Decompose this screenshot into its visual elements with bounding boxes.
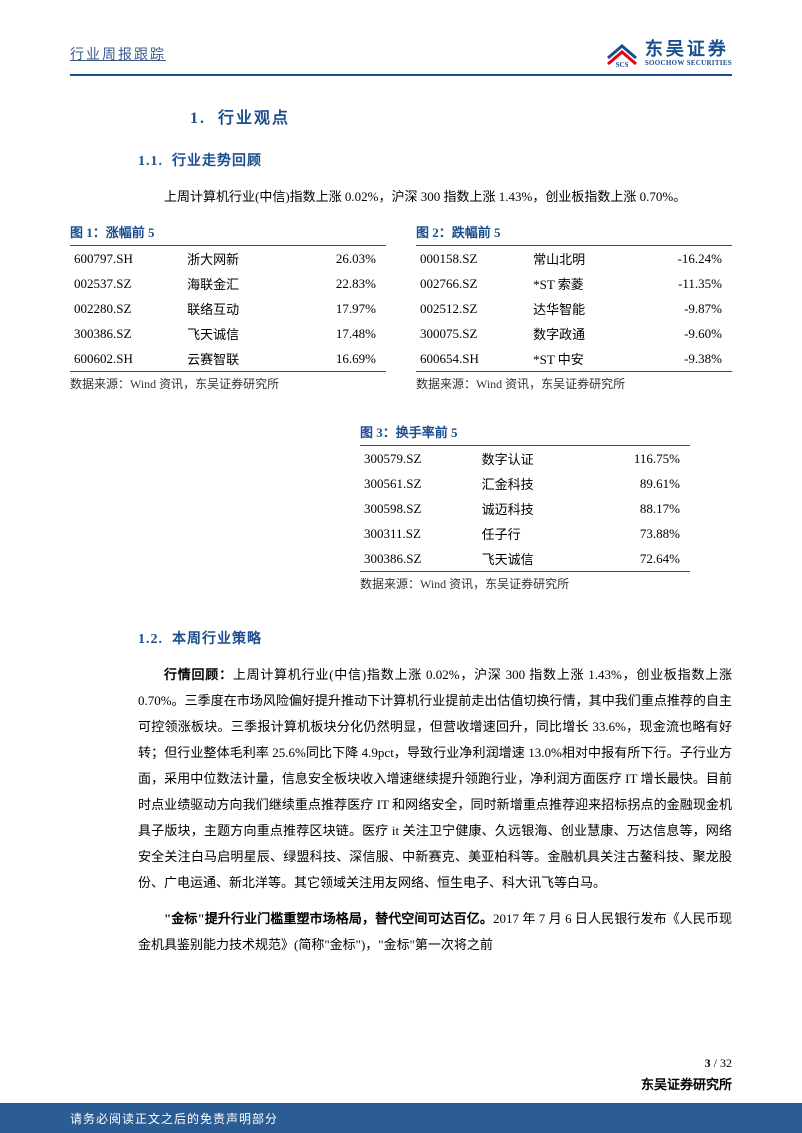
p1-bold: 行情回顾： [164, 667, 233, 682]
table-row: 600602.SH云赛智联16.69% [70, 346, 386, 372]
page-header: 行业周报跟踪 SCS 东吴证券 SOOCHOW SECURITIES [70, 40, 732, 76]
h1-title: 行业观点 [218, 110, 290, 127]
table-3-title: 图 3：换手率前 5 [360, 422, 690, 441]
logo-icon: SCS [605, 40, 639, 68]
heading-1: 1. 行业观点 [190, 104, 732, 128]
table-row: 600797.SH浙大网新26.03% [70, 246, 386, 272]
section-1-2-p2: "金标"提升行业门槛重塑市场格局，替代空间可达百亿。2017 年 7 月 6 日… [138, 906, 732, 958]
table-row: 300311.SZ任子行73.88% [360, 521, 690, 546]
table-1-block: 图 1：涨幅前 5 600797.SH浙大网新26.03% 002537.SZ海… [70, 222, 386, 392]
table-1-title: 图 1：涨幅前 5 [70, 222, 386, 241]
table-2: 000158.SZ常山北明-16.24% 002766.SZ*ST 索菱-11.… [416, 245, 732, 372]
table-row: 002280.SZ联络互动17.97% [70, 296, 386, 321]
table-1-source: 数据来源：Wind 资讯，东吴证券研究所 [70, 375, 386, 392]
h2-title: 行业走势回顾 [172, 154, 262, 169]
svg-text:SCS: SCS [615, 61, 628, 68]
table-3: 300579.SZ数字认证116.75% 300561.SZ汇金科技89.61%… [360, 445, 690, 572]
heading-1-2: 1.2. 本周行业策略 [138, 628, 732, 648]
page-total: 32 [720, 1056, 732, 1070]
logo-cn: 东吴证券 [645, 40, 732, 60]
h2-num: 1.2. [138, 632, 163, 647]
table-row: 300386.SZ飞天诚信17.48% [70, 321, 386, 346]
heading-1-1: 1.1. 行业走势回顾 [138, 150, 732, 170]
page-current: 3 [705, 1056, 711, 1070]
table-3-source: 数据来源：Wind 资讯，东吴证券研究所 [360, 575, 690, 592]
doc-title: 行业周报跟踪 [70, 44, 166, 64]
table-row: 600654.SH*ST 中安-9.38% [416, 346, 732, 372]
h2-num: 1.1. [138, 154, 163, 169]
footer-disclaimer-bar: 请务必阅读正文之后的免责声明部分 [0, 1103, 802, 1133]
table-row: 300386.SZ飞天诚信72.64% [360, 546, 690, 572]
page-number: 3 / 32 [705, 1056, 732, 1071]
table-3-block: 图 3：换手率前 5 300579.SZ数字认证116.75% 300561.S… [360, 422, 690, 592]
table-2-block: 图 2：跌幅前 5 000158.SZ常山北明-16.24% 002766.SZ… [416, 222, 732, 392]
table-2-source: 数据来源：Wind 资讯，东吴证券研究所 [416, 375, 732, 392]
table-2-title: 图 2：跌幅前 5 [416, 222, 732, 241]
table-row: 000158.SZ常山北明-16.24% [416, 246, 732, 272]
h1-num: 1. [190, 110, 206, 127]
footer-disclaimer-text: 请务必阅读正文之后的免责声明部分 [70, 1110, 278, 1127]
h2-title: 本周行业策略 [172, 632, 262, 647]
table-row: 300561.SZ汇金科技89.61% [360, 471, 690, 496]
section-1-2-p1: 行情回顾：上周计算机行业(中信)指数上涨 0.02%，沪深 300 指数上涨 1… [138, 662, 732, 896]
table-row: 300075.SZ数字政通-9.60% [416, 321, 732, 346]
tables-row: 图 1：涨幅前 5 600797.SH浙大网新26.03% 002537.SZ海… [70, 222, 732, 392]
table-row: 300598.SZ诚迈科技88.17% [360, 496, 690, 521]
table-row: 002512.SZ达华智能-9.87% [416, 296, 732, 321]
table-1: 600797.SH浙大网新26.03% 002537.SZ海联金汇22.83% … [70, 245, 386, 372]
page: 行业周报跟踪 SCS 东吴证券 SOOCHOW SECURITIES 1. 行业… [0, 0, 802, 1133]
company-logo: SCS 东吴证券 SOOCHOW SECURITIES [605, 40, 732, 68]
section-1-1-body: 上周计算机行业(中信)指数上涨 0.02%，沪深 300 指数上涨 1.43%，… [138, 184, 732, 210]
logo-en: SOOCHOW SECURITIES [645, 60, 732, 68]
footer-org: 东吴证券研究所 [641, 1074, 732, 1093]
p1-text: 上周计算机行业(中信)指数上涨 0.02%，沪深 300 指数上涨 1.43%，… [138, 667, 732, 890]
table-row: 300579.SZ数字认证116.75% [360, 446, 690, 472]
table-row: 002766.SZ*ST 索菱-11.35% [416, 271, 732, 296]
logo-text: 东吴证券 SOOCHOW SECURITIES [645, 40, 732, 67]
p2-bold: "金标"提升行业门槛重塑市场格局，替代空间可达百亿。 [164, 911, 493, 926]
table-row: 002537.SZ海联金汇22.83% [70, 271, 386, 296]
